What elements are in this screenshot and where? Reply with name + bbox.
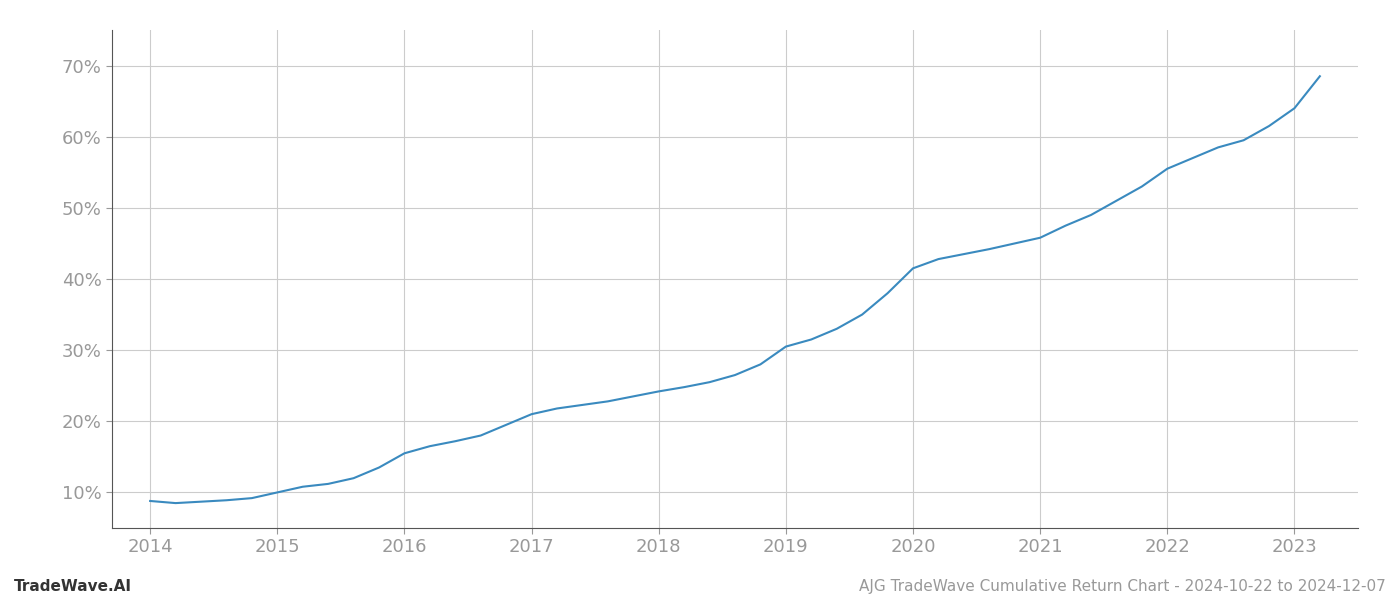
Text: TradeWave.AI: TradeWave.AI: [14, 579, 132, 594]
Text: AJG TradeWave Cumulative Return Chart - 2024-10-22 to 2024-12-07: AJG TradeWave Cumulative Return Chart - …: [860, 579, 1386, 594]
